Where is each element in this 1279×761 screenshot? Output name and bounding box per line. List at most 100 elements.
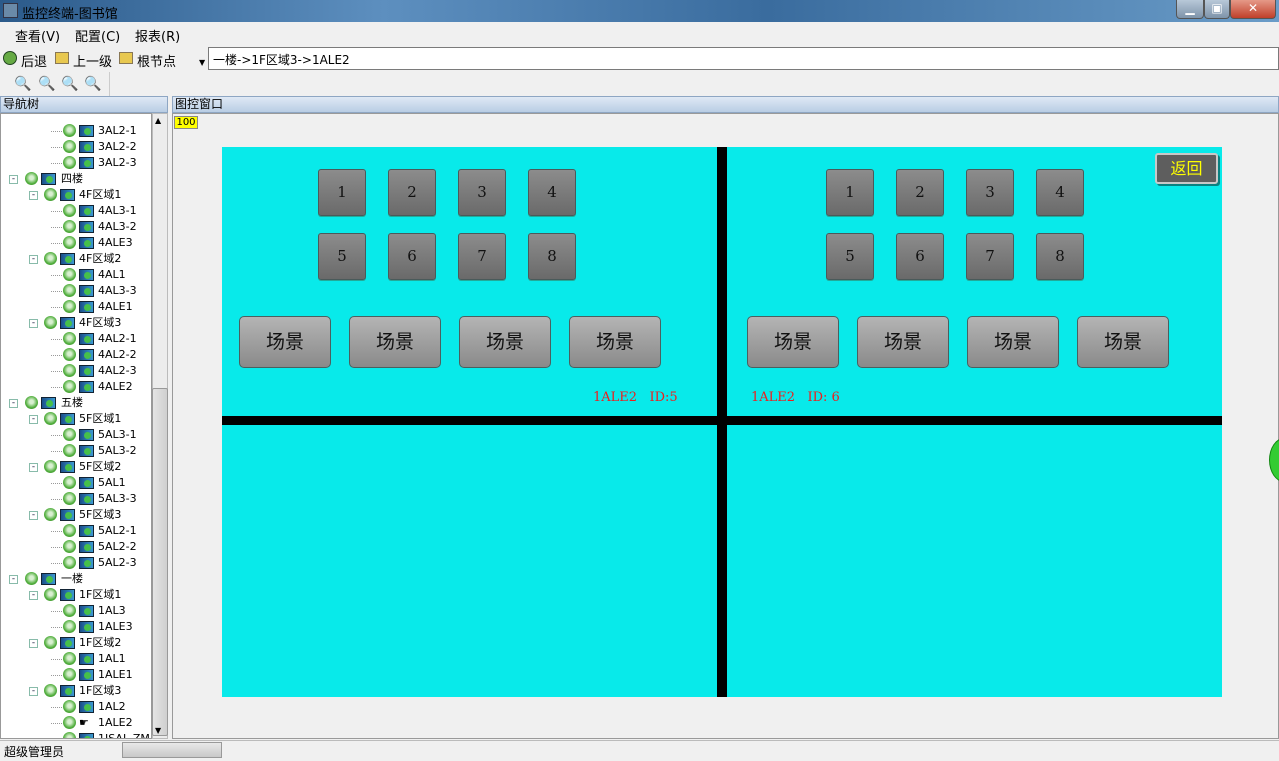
tree-item[interactable]: 1ALE1 bbox=[1, 667, 151, 683]
collapse-icon[interactable]: - bbox=[29, 255, 38, 264]
tree-item[interactable]: 4ALE2 bbox=[1, 379, 151, 395]
divider-horizontal bbox=[222, 416, 1222, 425]
zoom-fit-icon[interactable]: 🔍 bbox=[84, 76, 102, 92]
zoom-in-icon[interactable]: 🔍 bbox=[14, 76, 32, 92]
channel-button-6[interactable]: 6 bbox=[896, 233, 944, 280]
tree-item[interactable]: 1ALE3 bbox=[1, 619, 151, 635]
tree-item[interactable]: - 1F区域1 bbox=[1, 587, 151, 603]
channel-button-3[interactable]: 3 bbox=[458, 169, 506, 216]
channel-button-8[interactable]: 8 bbox=[1036, 233, 1084, 280]
collapse-icon[interactable]: - bbox=[29, 511, 38, 520]
collapse-icon[interactable]: - bbox=[29, 463, 38, 472]
maximize-button[interactable]: ▣ bbox=[1204, 0, 1230, 19]
address-field[interactable]: 一楼->1F区域3->1ALE2 bbox=[208, 47, 1279, 70]
channel-button-2[interactable]: 2 bbox=[896, 169, 944, 216]
tree-item[interactable]: - 5F区域3 bbox=[1, 507, 151, 523]
collapse-icon[interactable]: - bbox=[9, 575, 18, 584]
collapse-icon[interactable]: - bbox=[29, 319, 38, 328]
menu-config[interactable]: 配置(C) bbox=[75, 30, 121, 45]
tree-item[interactable]: 4ALE3 bbox=[1, 235, 151, 251]
tree-item[interactable]: 5AL3-1 bbox=[1, 427, 151, 443]
scene-button[interactable]: 场景 bbox=[747, 316, 839, 368]
collapse-icon[interactable]: - bbox=[9, 175, 18, 184]
root-button[interactable]: 根节点 bbox=[137, 55, 177, 70]
close-button[interactable]: ✕ bbox=[1230, 0, 1276, 19]
channel-button-4[interactable]: 4 bbox=[528, 169, 576, 216]
channel-button-7[interactable]: 7 bbox=[458, 233, 506, 280]
tree-item[interactable]: - 5F区域1 bbox=[1, 411, 151, 427]
status-dot-icon bbox=[63, 332, 76, 345]
scene-button[interactable]: 场景 bbox=[1077, 316, 1169, 368]
channel-button-1[interactable]: 1 bbox=[826, 169, 874, 216]
tree-item[interactable]: 1AL1 bbox=[1, 651, 151, 667]
tree-item[interactable]: 4AL2-1 bbox=[1, 331, 151, 347]
channel-button-3[interactable]: 3 bbox=[966, 169, 1014, 216]
tree-item[interactable]: - 1F区域3 bbox=[1, 683, 151, 699]
tree-item[interactable]: - 4F区域1 bbox=[1, 187, 151, 203]
collapse-icon[interactable]: - bbox=[9, 399, 18, 408]
tree-item[interactable]: 4AL3-2 bbox=[1, 219, 151, 235]
tree-item[interactable]: 5AL2-3 bbox=[1, 555, 151, 571]
channel-button-1[interactable]: 1 bbox=[318, 169, 366, 216]
channel-button-8[interactable]: 8 bbox=[528, 233, 576, 280]
dropdown-arrow-icon[interactable]: ▼ bbox=[199, 58, 206, 67]
tree-item[interactable]: 4ALE1 bbox=[1, 299, 151, 315]
tree-item[interactable]: 5AL3-3 bbox=[1, 491, 151, 507]
tree-item[interactable]: - 一楼 bbox=[1, 571, 151, 587]
tree-item[interactable]: 3AL2-3 bbox=[1, 155, 151, 171]
minimize-button[interactable]: ▁ bbox=[1176, 0, 1204, 19]
scene-button[interactable]: 场景 bbox=[349, 316, 441, 368]
status-dot-icon bbox=[63, 380, 76, 393]
tree-item[interactable]: 4AL2-2 bbox=[1, 347, 151, 363]
menu-report[interactable]: 报表(R) bbox=[135, 30, 181, 45]
channel-button-7[interactable]: 7 bbox=[966, 233, 1014, 280]
channel-button-6[interactable]: 6 bbox=[388, 233, 436, 280]
scene-button[interactable]: 场景 bbox=[857, 316, 949, 368]
device-icon bbox=[79, 381, 94, 393]
tree-item[interactable]: - 5F区域2 bbox=[1, 459, 151, 475]
scene-button[interactable]: 场景 bbox=[239, 316, 331, 368]
tree-item[interactable]: 4AL3-3 bbox=[1, 283, 151, 299]
tree-item[interactable]: - 4F区域2 bbox=[1, 251, 151, 267]
tree-item[interactable]: - 五楼 bbox=[1, 395, 151, 411]
tree-item[interactable]: 4AL3-1 bbox=[1, 203, 151, 219]
tree-item[interactable]: 4AL2-3 bbox=[1, 363, 151, 379]
scene-button[interactable]: 场景 bbox=[459, 316, 551, 368]
channel-button-2[interactable]: 2 bbox=[388, 169, 436, 216]
scroll-up-icon[interactable]: ▲ bbox=[155, 116, 162, 125]
back-button[interactable]: 后退 bbox=[21, 55, 48, 70]
tree-item[interactable]: 3AL2-1 bbox=[1, 123, 151, 139]
tree-line bbox=[51, 627, 62, 628]
up-button[interactable]: 上一级 bbox=[73, 55, 113, 70]
tree-item[interactable]: 5AL3-2 bbox=[1, 443, 151, 459]
tree-item[interactable]: 4AL1 bbox=[1, 267, 151, 283]
collapse-icon[interactable]: - bbox=[29, 639, 38, 648]
tree-scrollbar-thumb[interactable] bbox=[152, 388, 168, 736]
zoom-out-icon[interactable]: 🔍 bbox=[38, 76, 56, 92]
zoom-actual-icon[interactable]: 🔍 bbox=[61, 76, 79, 92]
return-button[interactable]: 返回 bbox=[1155, 153, 1218, 184]
tree-item[interactable]: ☛ 1ALE2 bbox=[1, 715, 151, 731]
scene-button[interactable]: 场景 bbox=[967, 316, 1059, 368]
tree-item[interactable]: 1AL3 bbox=[1, 603, 151, 619]
channel-button-5[interactable]: 5 bbox=[318, 233, 366, 280]
channel-button-5[interactable]: 5 bbox=[826, 233, 874, 280]
tree-item[interactable]: 1AL2 bbox=[1, 699, 151, 715]
tree-item[interactable]: - 4F区域3 bbox=[1, 315, 151, 331]
tree-item[interactable]: 5AL2-2 bbox=[1, 539, 151, 555]
tree-item[interactable]: - 1F区域2 bbox=[1, 635, 151, 651]
collapse-icon[interactable]: - bbox=[29, 415, 38, 424]
collapse-icon[interactable]: - bbox=[29, 191, 38, 200]
tree-item[interactable]: 5AL1 bbox=[1, 475, 151, 491]
channel-button-4[interactable]: 4 bbox=[1036, 169, 1084, 216]
tree-item[interactable]: - 四楼 bbox=[1, 171, 151, 187]
tree-item-label: 5AL1 bbox=[98, 476, 126, 489]
tree-item[interactable]: 1JSAL-ZM bbox=[1, 731, 151, 738]
tree-item[interactable]: 5AL2-1 bbox=[1, 523, 151, 539]
scroll-down-icon[interactable]: ▼ bbox=[155, 726, 162, 735]
menu-view[interactable]: 查看(V) bbox=[15, 30, 61, 45]
tree-item[interactable]: 3AL2-2 bbox=[1, 139, 151, 155]
collapse-icon[interactable]: - bbox=[29, 591, 38, 600]
collapse-icon[interactable]: - bbox=[29, 687, 38, 696]
scene-button[interactable]: 场景 bbox=[569, 316, 661, 368]
